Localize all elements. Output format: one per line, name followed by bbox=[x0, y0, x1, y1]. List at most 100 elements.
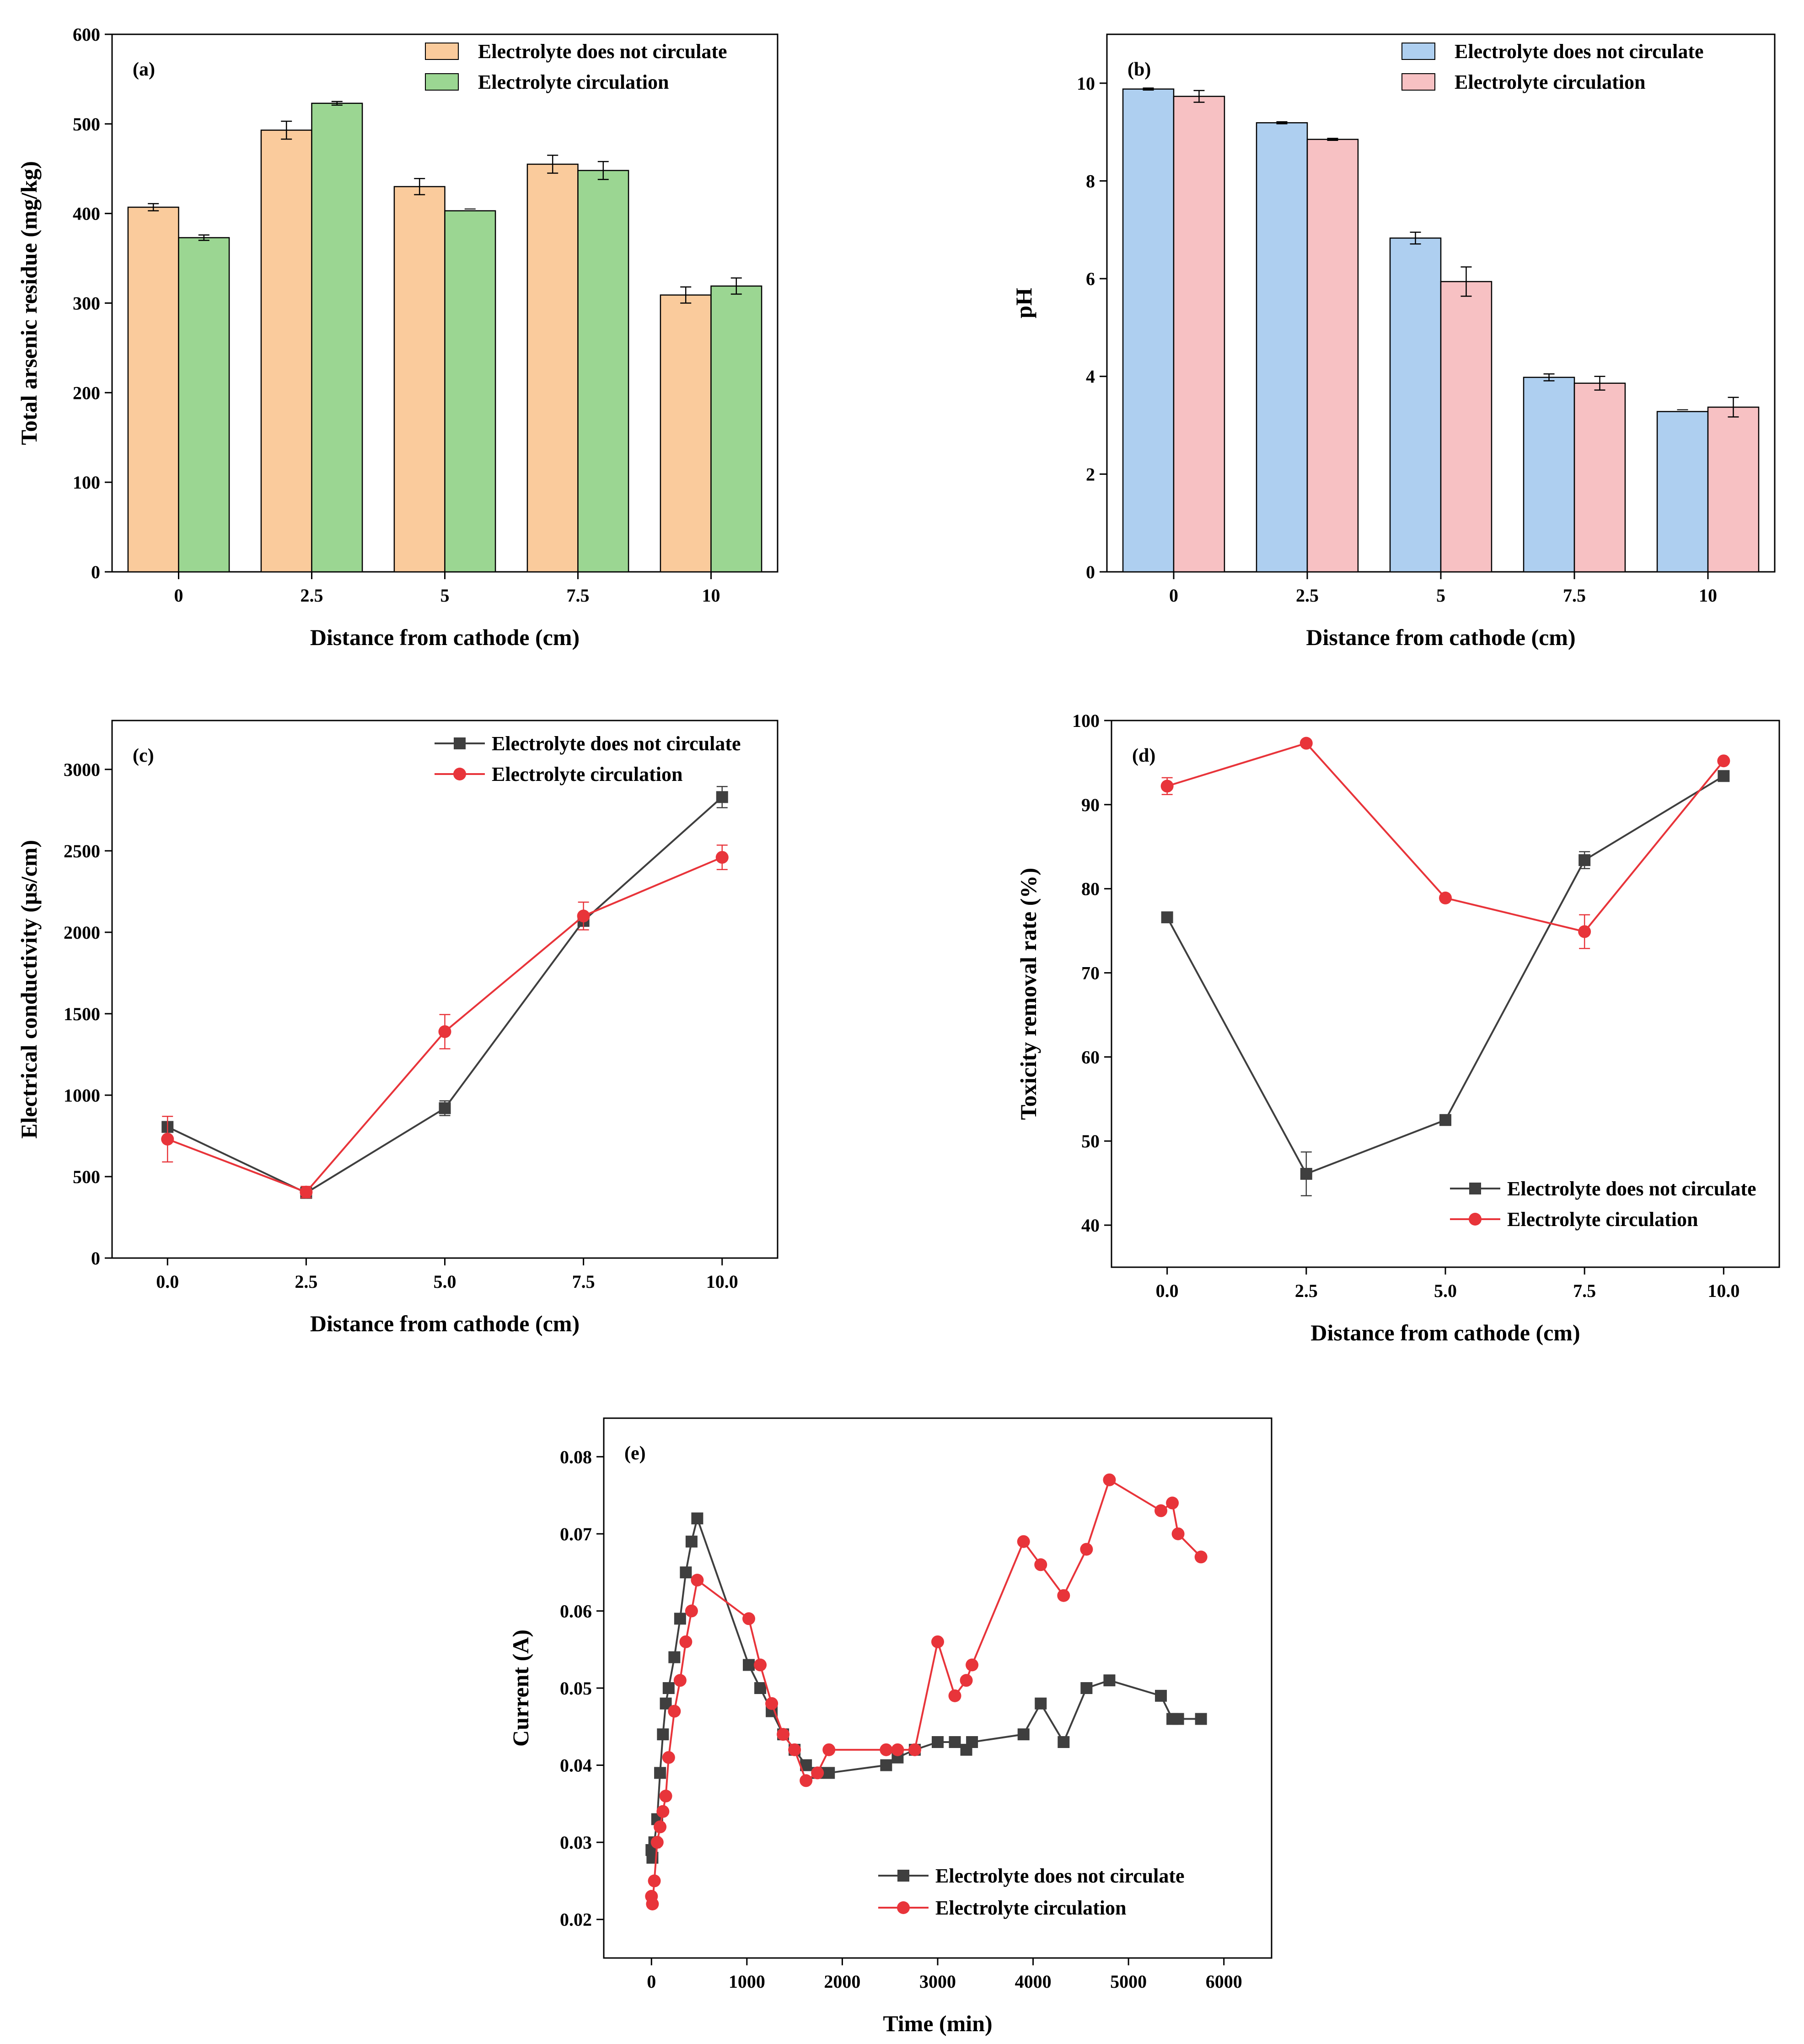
data-point bbox=[1717, 754, 1730, 768]
x-tick-label: 10.0 bbox=[706, 1271, 738, 1292]
x-tick-label: 5 bbox=[440, 585, 450, 606]
bar bbox=[577, 170, 629, 573]
legend-label: Electrolyte circulation bbox=[1507, 1208, 1698, 1231]
x-tick-label: 4000 bbox=[1015, 1971, 1052, 1992]
series-line bbox=[650, 1478, 1202, 1904]
y-tick-label: 60 bbox=[1081, 1047, 1100, 1067]
x-tick-label: 2.5 bbox=[1295, 1280, 1318, 1301]
data-point bbox=[659, 1790, 672, 1802]
y-tick-label: 90 bbox=[1081, 795, 1100, 815]
legend-marker bbox=[454, 737, 466, 749]
data-point bbox=[674, 1613, 686, 1625]
data-point bbox=[1439, 1114, 1451, 1126]
data-point bbox=[1103, 1473, 1116, 1486]
legend-marker bbox=[897, 1901, 910, 1914]
bar bbox=[311, 102, 363, 573]
legend-label: Electrolyte circulation bbox=[492, 763, 682, 785]
x-tick-label: 2.5 bbox=[301, 585, 323, 606]
x-tick-label: 2000 bbox=[824, 1971, 860, 1992]
bar bbox=[1707, 406, 1760, 573]
x-tick-label: 7.5 bbox=[1563, 585, 1586, 606]
data-point bbox=[1578, 854, 1591, 866]
data-point bbox=[743, 1659, 755, 1671]
y-tick-label: 2 bbox=[1086, 464, 1095, 484]
x-axis-title: Distance from cathode (cm) bbox=[1310, 1320, 1580, 1345]
x-axis-title: Distance from cathode (cm) bbox=[1306, 624, 1575, 650]
data-point bbox=[662, 1751, 675, 1764]
chart-panel-a: 0 100 200 300 400 500 600 0 2.5 5 7.5 10 Distance fr… bbox=[16, 24, 779, 650]
data-point bbox=[654, 1767, 666, 1779]
chart-panel-b: 0 2 4 6 8 10 0 2.5 5 7.5 10 Distance from cathode (… bbox=[1011, 33, 1776, 650]
chart-panel-e: 0.02 0.03 0.04 0.05 0.06 0.07 0.08 0 1000 2000 300… bbox=[508, 1417, 1272, 2036]
bar bbox=[1256, 122, 1308, 573]
panel-label: (e) bbox=[624, 1443, 646, 1464]
data-point bbox=[823, 1767, 835, 1779]
y-tick-label: 10 bbox=[1077, 73, 1095, 94]
legend-label: Electrolyte circulation bbox=[935, 1897, 1126, 1919]
data-point bbox=[685, 1604, 698, 1618]
data-point bbox=[1439, 891, 1452, 904]
x-tick-label: 5 bbox=[1436, 585, 1445, 606]
x-tick-label: 5.0 bbox=[434, 1271, 456, 1292]
bar bbox=[393, 186, 446, 573]
data-point bbox=[908, 1743, 921, 1756]
y-tick-label: 200 bbox=[73, 382, 100, 403]
data-point bbox=[1080, 1543, 1093, 1556]
legend-marker bbox=[453, 768, 466, 780]
legend-marker bbox=[897, 1870, 909, 1882]
data-point bbox=[1299, 737, 1313, 750]
x-tick-label: 1000 bbox=[729, 1971, 765, 1992]
y-tick-label: 6 bbox=[1086, 269, 1095, 289]
x-tick-label: 10.0 bbox=[1707, 1280, 1740, 1301]
legend-label: Electrolyte does not circulate bbox=[492, 732, 741, 755]
data-point bbox=[715, 851, 729, 864]
data-point bbox=[1103, 1674, 1116, 1687]
data-point bbox=[966, 1736, 978, 1748]
data-point bbox=[716, 791, 728, 803]
y-tick-label: 300 bbox=[73, 293, 100, 314]
data-point bbox=[788, 1743, 801, 1756]
x-tick-label: 5000 bbox=[1110, 1971, 1147, 1992]
x-tick-label: 0 bbox=[647, 1971, 656, 1992]
data-point bbox=[680, 1566, 692, 1579]
y-tick-label: 0 bbox=[91, 1248, 100, 1269]
data-point bbox=[1161, 911, 1173, 924]
data-point bbox=[673, 1674, 687, 1687]
data-point bbox=[161, 1133, 174, 1146]
data-point bbox=[648, 1874, 661, 1888]
data-point bbox=[948, 1689, 961, 1702]
y-axis-title: Toxicity removal rate (%) bbox=[1015, 868, 1041, 1120]
data-point bbox=[1300, 1167, 1312, 1180]
y-axis-title: pH bbox=[1011, 288, 1036, 318]
chart-panel-d: 40 50 60 70 80 90 100 0.0 2.5 5.0 7.5 10.0 Distance … bbox=[1015, 710, 1780, 1345]
data-point bbox=[650, 1836, 664, 1849]
y-tick-label: 0.03 bbox=[560, 1832, 592, 1853]
data-point bbox=[811, 1766, 824, 1780]
y-tick-label: 2500 bbox=[64, 841, 100, 861]
bar bbox=[444, 210, 496, 573]
y-tick-label: 8 bbox=[1086, 171, 1095, 191]
data-point bbox=[966, 1658, 979, 1672]
data-point bbox=[654, 1820, 667, 1834]
bar bbox=[1523, 377, 1575, 573]
bar bbox=[1173, 96, 1225, 573]
x-tick-label: 0 bbox=[1169, 585, 1178, 606]
data-point bbox=[1017, 1728, 1030, 1741]
legend-marker bbox=[1469, 1213, 1482, 1226]
x-tick-label: 2.5 bbox=[295, 1271, 317, 1292]
data-point bbox=[949, 1736, 961, 1748]
bar bbox=[178, 237, 230, 573]
y-tick-label: 0.05 bbox=[560, 1678, 592, 1699]
data-point bbox=[1057, 1589, 1070, 1602]
data-point bbox=[438, 1025, 451, 1038]
data-point bbox=[646, 1898, 659, 1910]
data-point bbox=[931, 1635, 944, 1648]
data-point bbox=[822, 1743, 836, 1756]
data-point bbox=[300, 1185, 313, 1199]
x-tick-label: 5.0 bbox=[1434, 1280, 1457, 1301]
data-point bbox=[1171, 1527, 1185, 1540]
data-point bbox=[1172, 1713, 1184, 1725]
y-tick-label: 2000 bbox=[64, 922, 100, 943]
data-point bbox=[1160, 780, 1174, 793]
